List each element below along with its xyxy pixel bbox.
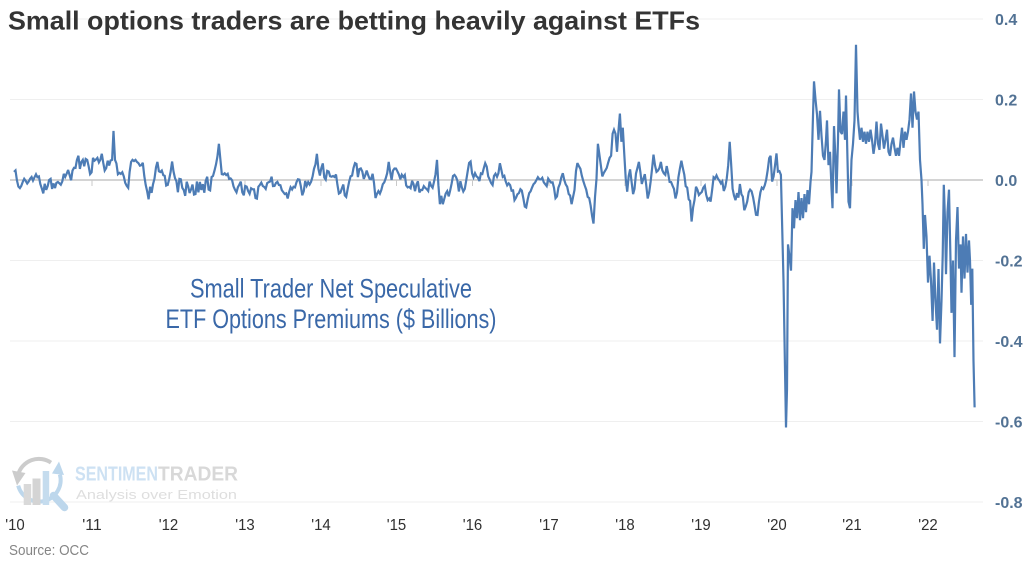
svg-text:-0.8: -0.8 <box>995 495 1023 512</box>
svg-text:SENTIMEN: SENTIMEN <box>75 463 158 486</box>
svg-text:TRADER: TRADER <box>158 463 238 486</box>
svg-text:'13: '13 <box>235 517 255 534</box>
svg-text:-0.6: -0.6 <box>995 415 1023 432</box>
svg-text:Small options traders are bett: Small options traders are betting heavil… <box>8 6 700 36</box>
svg-text:-0.2: -0.2 <box>995 254 1023 271</box>
svg-text:0.0: 0.0 <box>995 173 1017 190</box>
svg-text:'12: '12 <box>159 517 179 534</box>
svg-text:'14: '14 <box>311 517 331 534</box>
svg-text:-0.4: -0.4 <box>995 334 1023 351</box>
svg-text:'16: '16 <box>463 517 483 534</box>
svg-text:'21: '21 <box>842 517 862 534</box>
svg-text:0.2: 0.2 <box>995 93 1017 110</box>
svg-text:Small Trader Net Speculative: Small Trader Net Speculative <box>190 273 472 303</box>
svg-text:Source: OCC: Source: OCC <box>9 542 89 559</box>
svg-text:'15: '15 <box>387 517 407 534</box>
svg-text:0.4: 0.4 <box>995 12 1017 29</box>
svg-text:Analysis over Emotion: Analysis over Emotion <box>76 487 237 502</box>
svg-text:'22: '22 <box>918 517 938 534</box>
svg-text:'10: '10 <box>5 517 25 534</box>
svg-text:'17: '17 <box>539 517 559 534</box>
svg-text:'19: '19 <box>691 517 711 534</box>
svg-text:'20: '20 <box>767 517 787 534</box>
svg-text:'11: '11 <box>82 517 102 534</box>
svg-text:ETF Options Premiums ($ Billio: ETF Options Premiums ($ Billions) <box>166 304 497 334</box>
svg-text:'18: '18 <box>615 517 635 534</box>
